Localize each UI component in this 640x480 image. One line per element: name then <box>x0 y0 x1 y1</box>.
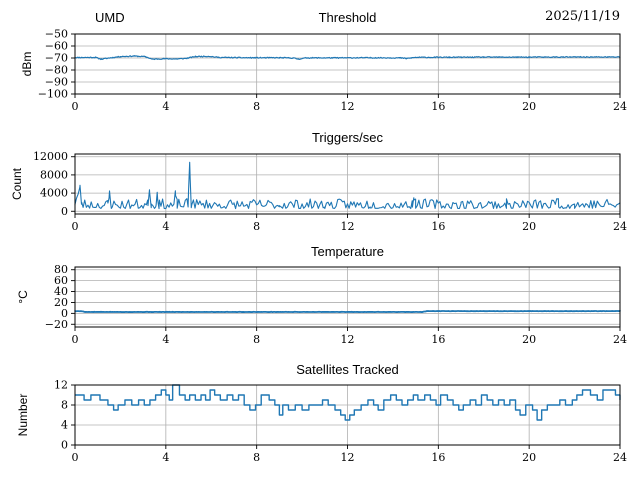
data-line-triggers_per_sec <box>74 161 621 210</box>
x-tick-label: 0 <box>72 100 79 113</box>
y-tick-label: 20 <box>54 296 68 309</box>
y-tick-label: −20 <box>45 318 68 331</box>
x-tick-label: 20 <box>522 451 536 464</box>
y-tick-label: 8000 <box>40 168 68 181</box>
subplot-title-threshold: Threshold <box>318 10 377 25</box>
x-tick-label: 12 <box>341 451 355 464</box>
satellites-plot-area: 0 4 8 12 16 20 24 0 4 8 12 <box>54 379 627 465</box>
subplot-satellites: Satellites Tracked Number 0 4 8 12 16 20 24 0 4 8… <box>0 354 640 474</box>
y-tick-label: 80 <box>54 263 68 276</box>
data-line-satellites_tracked <box>75 384 621 421</box>
y-tick-label: 40 <box>54 285 68 298</box>
y-tick-label: −90 <box>45 76 68 89</box>
x-tick-label: 8 <box>253 451 260 464</box>
threshold-plot-area: 0 4 8 12 16 20 24 −50−60−70−80−90−100 <box>38 28 627 114</box>
x-tick-label: 12 <box>341 100 355 113</box>
date-label: 2025/11/19 <box>545 9 620 24</box>
x-tick-label: 24 <box>613 220 627 233</box>
y-tick-label: −70 <box>45 52 68 65</box>
y-tick-label: −60 <box>45 40 68 53</box>
y-tick-label: 4 <box>61 419 68 432</box>
x-tick-label: 4 <box>162 100 169 113</box>
station-title: UMD <box>95 10 125 25</box>
x-tick-label: 12 <box>341 220 355 233</box>
y-tick-label: 8 <box>61 399 68 412</box>
x-tick-label: 24 <box>613 333 627 346</box>
x-tick-label: 20 <box>522 100 536 113</box>
y-tick-label: −80 <box>45 64 68 77</box>
x-tick-label: 8 <box>253 333 260 346</box>
x-tick-label: 12 <box>341 333 355 346</box>
data-line-temperature_c <box>74 310 621 313</box>
subplot-triggers: Triggers/sec Count 0 4 8 12 16 20 24 0 4000 8000 1… <box>0 120 640 240</box>
x-tick-label: 8 <box>253 220 260 233</box>
x-tick-label: 0 <box>72 451 79 464</box>
x-tick-label: 4 <box>162 451 169 464</box>
x-tick-label: 16 <box>431 333 445 346</box>
y-tick-label: 12000 <box>33 150 68 163</box>
subplot-title-temperature: Temperature <box>311 244 384 259</box>
x-tick-label: 8 <box>253 100 260 113</box>
data-line-threshold_dbm <box>74 55 621 61</box>
x-tick-label: 0 <box>72 333 79 346</box>
subplot-title-triggers: Triggers/sec <box>311 130 384 145</box>
y-tick-label: −100 <box>38 88 68 101</box>
x-tick-label: 4 <box>162 333 169 346</box>
y-tick-label: 60 <box>54 274 68 287</box>
y-tick-label: 4000 <box>40 187 68 200</box>
y-tick-label: 0 <box>61 205 68 218</box>
x-tick-label: 20 <box>522 220 536 233</box>
y-tick-label: 0 <box>61 307 68 320</box>
y-tick-label: 0 <box>61 439 68 452</box>
subplot-title-satellites: Satellites Tracked <box>296 362 399 377</box>
x-tick-label: 16 <box>431 220 445 233</box>
x-tick-label: 24 <box>613 100 627 113</box>
x-tick-label: 24 <box>613 451 627 464</box>
x-tick-label: 20 <box>522 333 536 346</box>
y-tick-label: 12 <box>54 379 68 392</box>
x-tick-label: 0 <box>72 220 79 233</box>
y-tick-label: −50 <box>45 28 68 41</box>
subplot-threshold: UMD Threshold 2025/11/19 dBm 0 4 8 12 16 20 24… <box>0 0 640 120</box>
x-tick-label: 16 <box>431 451 445 464</box>
subplot-temperature: Temperature °C 0 4 8 12 16 20 24 −20 0 20 40 60 80 <box>0 236 640 356</box>
x-tick-label: 16 <box>431 100 445 113</box>
x-tick-label: 4 <box>162 220 169 233</box>
triggers-plot-area: 0 4 8 12 16 20 24 0 4000 8000 12000 <box>33 150 627 233</box>
